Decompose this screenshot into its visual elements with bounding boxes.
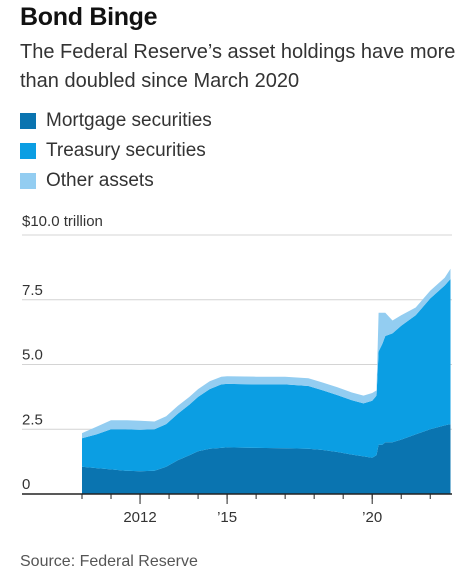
legend-swatch-treasury	[20, 143, 36, 159]
legend-label-other: Other assets	[46, 170, 154, 191]
legend-swatch-other	[20, 173, 36, 189]
legend-label-mortgage: Mortgage securities	[46, 110, 212, 131]
legend-item-other: Other assets	[20, 166, 212, 196]
chart-subtitle: The Federal Reserve’s asset holdings hav…	[20, 41, 456, 92]
area-layer	[82, 268, 451, 494]
area-other-assets	[82, 268, 451, 439]
legend: Mortgage securities Treasury securities …	[20, 106, 212, 196]
y-tick-label: 7.5	[22, 282, 43, 299]
x-tick-label: 2012	[123, 509, 156, 525]
y-axis-unit-label: $10.0 trillion	[22, 213, 103, 230]
area-treasury-securities	[82, 279, 451, 472]
x-tick-label: ’20	[362, 509, 382, 525]
legend-item-mortgage: Mortgage securities	[20, 106, 212, 136]
legend-label-treasury: Treasury securities	[46, 140, 206, 161]
stacked-area-chart: 0 2.5 5.0 7.5 2012 ’15 ’20 $10.0 trillion	[22, 213, 452, 525]
y-tick-label: 0	[22, 476, 30, 493]
chart-title: Bond Binge	[20, 3, 158, 31]
area-mortgage-securities	[82, 424, 451, 494]
legend-item-treasury: Treasury securities	[20, 136, 212, 166]
x-tick-label: ’15	[217, 509, 237, 525]
source-note: Source: Federal Reserve	[20, 553, 198, 570]
axis-layer: 0 2.5 5.0 7.5 2012 ’15 ’20	[22, 282, 452, 525]
y-tick-label: 5.0	[22, 347, 43, 364]
y-tick-label: 2.5	[22, 411, 43, 428]
legend-swatch-mortgage	[20, 113, 36, 129]
